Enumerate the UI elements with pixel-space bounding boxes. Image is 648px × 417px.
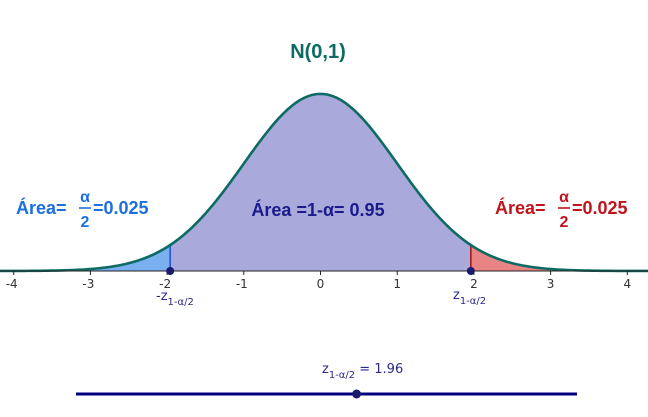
slider-label-main: z — [322, 362, 329, 377]
x-tick-label: -4 — [6, 277, 18, 291]
density-curve — [0, 92, 648, 273]
right-area-label-numerator: α — [559, 189, 569, 206]
slider-label-subscript: 1-α/2 — [329, 370, 355, 381]
x-tick-label: -3 — [82, 277, 94, 291]
left-z-label: -z1-α/2 — [156, 289, 194, 308]
x-tick-label: 0 — [317, 277, 325, 291]
left-area-label: Área= α 2=0.025 — [16, 189, 149, 231]
x-tick-label: -2 — [159, 277, 171, 291]
right-area-label-denominator: 2 — [560, 214, 569, 231]
x-tick-label: 4 — [623, 277, 631, 291]
right-z-label-subscript: 1-α/2 — [460, 296, 486, 307]
right-critical-point[interactable] — [466, 267, 475, 275]
left-area-label-value: =0.025 — [93, 198, 149, 218]
chart-title: N(0,1) — [290, 41, 346, 63]
center-area-label: Área =1-α= 0.95 — [251, 199, 384, 220]
region-center — [170, 93, 471, 272]
right-z-label: z1-α/2 — [453, 288, 486, 307]
right-area-label-value: =0.025 — [572, 198, 628, 218]
x-tick-label: 1 — [393, 277, 401, 291]
x-tick-label: -1 — [236, 277, 248, 291]
left-z-label-main: -z — [156, 289, 168, 304]
right-area-label-prefix: Área= — [495, 197, 546, 218]
left-area-label-denominator: 2 — [81, 214, 90, 231]
left-critical-point[interactable] — [166, 267, 175, 275]
right-z-label-main: z — [453, 288, 460, 303]
left-z-label-subscript: 1-α/2 — [168, 297, 194, 308]
right-area-label: Área= α 2=0.025 — [495, 189, 628, 231]
x-tick-label: 3 — [547, 277, 555, 291]
left-area-label-numerator: α — [80, 189, 90, 206]
slider-label: z1-α/2 = 1.96 — [322, 362, 403, 381]
slider-label-value: = 1.96 — [355, 362, 403, 377]
left-area-label-prefix: Área= — [16, 197, 67, 218]
x-tick-label: 2 — [470, 277, 478, 291]
slider-knob[interactable] — [352, 389, 362, 399]
